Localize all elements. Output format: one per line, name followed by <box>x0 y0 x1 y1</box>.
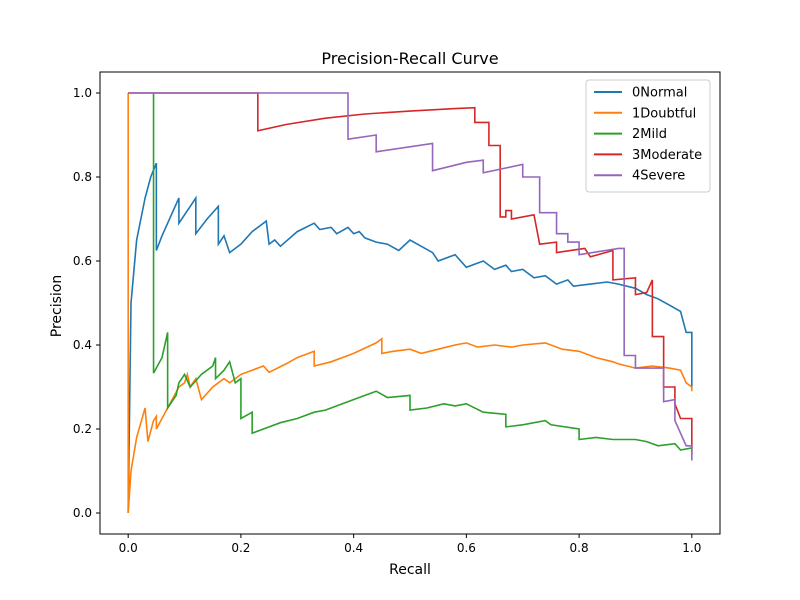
x-tick-label: 0.8 <box>570 541 589 555</box>
y-tick-label: 0.8 <box>73 170 92 184</box>
y-tick-label: 0.0 <box>73 506 92 520</box>
series-line-1doubtful <box>127 93 693 514</box>
legend-label-0normal: 0Normal <box>632 86 687 101</box>
x-tick-label: 1.0 <box>682 541 701 555</box>
legend-label-2mild: 2Mild <box>632 127 667 142</box>
y-axis-label: Precision <box>49 275 65 337</box>
series-group <box>127 92 693 514</box>
chart-title: Precision-Recall Curve <box>321 49 498 68</box>
series-line-4severe <box>128 92 693 461</box>
x-tick-label: 0.6 <box>457 541 476 555</box>
x-axis-label: Recall <box>389 562 431 578</box>
legend-label-3moderate: 3Moderate <box>632 148 702 163</box>
legend-label-4severe: 4Severe <box>632 169 685 184</box>
legend-box <box>585 79 711 193</box>
y-tick-label: 0.4 <box>73 338 92 352</box>
y-tick-label: 0.6 <box>73 254 92 268</box>
legend: 0Normal 1Doubtful 2Mild 3Moderate 4Severe <box>585 79 711 193</box>
y-tick-label: 0.2 <box>73 422 92 436</box>
x-tick-label: 0.4 <box>344 541 363 555</box>
y-tick-label: 1.0 <box>73 86 92 100</box>
series-line-2mild <box>152 93 693 451</box>
x-tick-label: 0.2 <box>231 541 250 555</box>
series-line-0normal <box>127 162 693 514</box>
legend-label-1doubtful: 1Doubtful <box>632 106 696 121</box>
plot-area: 0.0 0.2 0.4 0.6 0.8 1.0 0.0 0.2 0.4 0.6 0.8 1.0 <box>73 71 721 555</box>
series-line-3moderate <box>128 92 693 455</box>
x-tick-label: 0.0 <box>119 541 138 555</box>
axes-frame <box>99 71 721 535</box>
